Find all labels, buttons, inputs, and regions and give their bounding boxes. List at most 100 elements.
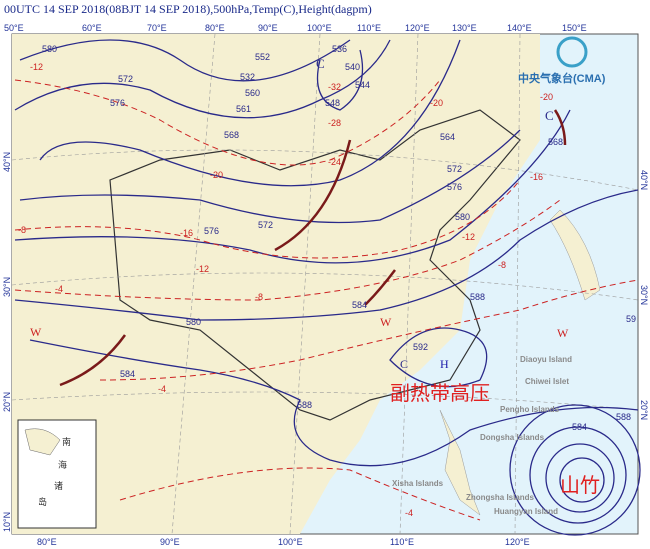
place-label: Diaoyu Island (520, 355, 572, 364)
height-label: 592 (413, 342, 428, 352)
cma-logo-icon (556, 36, 588, 68)
trough-lines (59, 109, 567, 387)
height-label: 572 (118, 74, 133, 84)
inset-label: 岛 (38, 496, 47, 507)
temp-label: -8 (498, 260, 506, 270)
height-label: 564 (440, 132, 455, 142)
place-label: Huangyan Island (494, 507, 558, 516)
height-label: 580 (186, 317, 201, 327)
place-label: Chiwei Islet (525, 377, 569, 386)
lon-label: 90°E (160, 537, 180, 547)
temp-label: -4 (405, 508, 413, 518)
temp-contours (14, 79, 639, 521)
cold-center-label: C (400, 357, 408, 371)
land-mass (12, 34, 540, 534)
height-label: 572 (447, 164, 462, 174)
cma-logo: 中央气象台(CMA) (518, 36, 606, 85)
height-label: 576 (447, 182, 462, 192)
south-china-sea-inset: 南 海 诸 岛 (17, 419, 97, 529)
lon-label: 110°E (390, 537, 414, 547)
typhoon-annotation: 山竹 (560, 473, 600, 497)
height-label: 588 (470, 292, 485, 302)
lon-label: 100°E (278, 537, 303, 547)
height-label: 568 (548, 137, 563, 147)
lon-label: 100°E (307, 23, 332, 33)
lon-label: 120°E (505, 537, 530, 547)
temp-label: -20 (430, 98, 443, 108)
place-label: Xisha Islands (392, 479, 444, 488)
lon-label: 80°E (205, 23, 225, 33)
islands (439, 209, 601, 516)
height-label: 576 (204, 226, 219, 236)
lon-label: 120°E (405, 23, 430, 33)
left-latitude-labels: 40°N 30°N 20°N 10°N (2, 152, 12, 532)
lat-label: 40°N (639, 170, 649, 190)
height-label: 584 (352, 300, 367, 310)
right-latitude-labels: 40°N 30°N 20°N (639, 170, 649, 420)
lon-label: 130°E (452, 23, 477, 33)
height-label: 59 (626, 314, 636, 324)
height-label: 552 (255, 52, 270, 62)
height-label: 540 (345, 62, 360, 72)
graticule (11, 33, 639, 535)
lat-label: 20°N (639, 400, 649, 420)
high-center-label: H (440, 357, 449, 371)
temp-label: -16 (530, 172, 543, 182)
temp-label: -8 (18, 225, 26, 235)
temp-label: -20 (540, 92, 553, 102)
place-label: Dongsha Islands (480, 433, 545, 442)
height-label: 532 (240, 72, 255, 82)
lon-label: 110°E (357, 23, 381, 33)
map-title: 00UTC 14 SEP 2018(08BJT 14 SEP 2018),500… (4, 2, 372, 16)
temp-label: -24 (328, 157, 341, 167)
temperature-labels: -12 -20 -32 -28 -24 -20 -16 -12 -8 -8 -4… (18, 62, 553, 518)
temp-label: -4 (55, 284, 63, 294)
bottom-longitude-labels: 80°E 90°E 100°E 110°E 120°E (37, 537, 530, 547)
lon-label: 90°E (258, 23, 278, 33)
temp-label: -28 (328, 118, 341, 128)
temp-label: -12 (30, 62, 43, 72)
lat-label: 30°N (639, 285, 649, 305)
height-label: 588 (616, 412, 631, 422)
warm-center-label: W (380, 315, 392, 329)
temp-label: -32 (328, 82, 341, 92)
inset-label: 诸 (54, 481, 63, 491)
pressure-centers: C C C H W W W (30, 56, 569, 371)
temp-label: -8 (255, 292, 263, 302)
lon-label: 70°E (147, 23, 167, 33)
height-label: 584 (572, 422, 587, 432)
lon-label: 50°E (4, 23, 24, 33)
place-labels: Diaoyu Island Chiwei Islet Pengho Island… (392, 355, 572, 516)
place-label: Zhongsha Islands (466, 493, 535, 502)
height-label: 576 (110, 98, 125, 108)
height-label: 572 (258, 220, 273, 230)
lat-label: 10°N (2, 512, 12, 532)
height-label: 561 (236, 104, 251, 114)
height-label: 548 (325, 98, 340, 108)
height-contours (14, 39, 641, 536)
subtropical-high-annotation: 副热带高压 (390, 381, 490, 405)
inset-label: 海 (58, 459, 67, 470)
lon-label: 140°E (507, 23, 532, 33)
height-label: 580 (455, 212, 470, 222)
inset-label: 南 (62, 436, 71, 447)
temp-label: -4 (158, 384, 166, 394)
top-longitude-labels: 50°E 60°E 70°E 80°E 90°E 100°E 110°E 120… (4, 23, 587, 33)
lon-label: 60°E (82, 23, 102, 33)
cold-center-label: C (545, 108, 554, 123)
height-label: 536 (332, 44, 347, 54)
lon-label: 150°E (562, 23, 587, 33)
temp-label: -16 (180, 228, 193, 238)
cma-logo-text: 中央气象台(CMA) (518, 71, 606, 85)
place-label: Pengho Islands (500, 405, 560, 414)
cold-center-label: C (316, 56, 325, 71)
height-label: 588 (297, 400, 312, 410)
height-label: 584 (120, 369, 135, 379)
height-label: 560 (245, 88, 260, 98)
lon-label: 80°E (37, 537, 57, 547)
temp-label: -12 (196, 264, 209, 274)
lat-label: 40°N (2, 152, 12, 172)
warm-center-label: W (30, 325, 42, 339)
lat-label: 30°N (2, 277, 12, 297)
